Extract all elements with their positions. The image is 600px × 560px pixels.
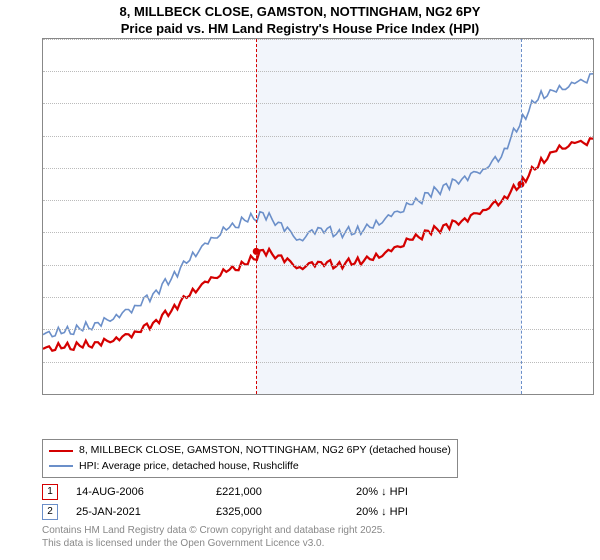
sale-price: £221,000 (216, 486, 356, 498)
sale-row-marker: 2 (42, 504, 58, 520)
sale-delta: 20% ↓ HPI (356, 486, 496, 498)
sale-delta: 20% ↓ HPI (356, 506, 496, 518)
legend-label: HPI: Average price, detached house, Rush… (79, 459, 299, 475)
sale-price: £325,000 (216, 506, 356, 518)
footnote-line2: This data is licensed under the Open Gov… (42, 537, 600, 550)
plot-area: £0£50K£100K£150K£200K£250K£300K£350K£400… (42, 38, 594, 395)
chart-container: £0£50K£100K£150K£200K£250K£300K£350K£400… (0, 38, 600, 433)
gridline (43, 103, 593, 104)
gridline (43, 329, 593, 330)
title-line2: Price paid vs. HM Land Registry's House … (0, 21, 600, 38)
gridline (43, 39, 593, 40)
line-canvas (43, 39, 593, 394)
gridline (43, 168, 593, 169)
sale-date: 25-JAN-2021 (76, 506, 216, 518)
sale-date: 14-AUG-2006 (76, 486, 216, 498)
chart-title: 8, MILLBECK CLOSE, GAMSTON, NOTTINGHAM, … (0, 0, 600, 38)
gridline (43, 71, 593, 72)
legend-item: 8, MILLBECK CLOSE, GAMSTON, NOTTINGHAM, … (49, 443, 451, 459)
sale-vline-2 (521, 39, 522, 394)
sales-table: 1 14-AUG-2006£221,00020% ↓ HPI 2 25-JAN-202… (42, 484, 600, 520)
footnote: Contains HM Land Registry data © Crown c… (42, 524, 600, 550)
sale-vline-1 (256, 39, 257, 394)
sale-row-marker: 1 (42, 484, 58, 500)
legend-item: HPI: Average price, detached house, Rush… (49, 459, 451, 475)
series-price_paid (43, 138, 593, 350)
gridline (43, 362, 593, 363)
footnote-line1: Contains HM Land Registry data © Crown c… (42, 524, 600, 537)
gridline (43, 232, 593, 233)
gridline (43, 200, 593, 201)
gridline (43, 265, 593, 266)
gridline (43, 394, 593, 395)
gridline (43, 297, 593, 298)
gridline (43, 136, 593, 137)
sale-row: 1 14-AUG-2006£221,00020% ↓ HPI (42, 484, 600, 500)
legend-swatch (49, 465, 73, 467)
legend-label: 8, MILLBECK CLOSE, GAMSTON, NOTTINGHAM, … (79, 443, 451, 459)
sale-row: 2 25-JAN-2021£325,00020% ↓ HPI (42, 504, 600, 520)
title-line1: 8, MILLBECK CLOSE, GAMSTON, NOTTINGHAM, … (0, 4, 600, 21)
legend: 8, MILLBECK CLOSE, GAMSTON, NOTTINGHAM, … (42, 439, 458, 479)
legend-swatch (49, 450, 73, 452)
